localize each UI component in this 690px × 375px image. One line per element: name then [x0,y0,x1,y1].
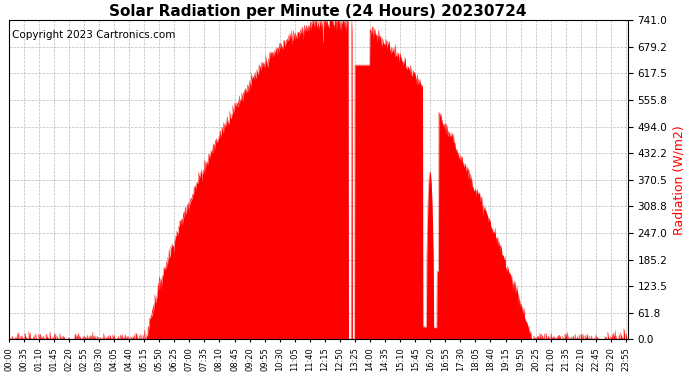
Y-axis label: Radiation (W/m2): Radiation (W/m2) [673,125,686,235]
Text: Copyright 2023 Cartronics.com: Copyright 2023 Cartronics.com [12,30,175,40]
Title: Solar Radiation per Minute (24 Hours) 20230724: Solar Radiation per Minute (24 Hours) 20… [110,4,527,19]
